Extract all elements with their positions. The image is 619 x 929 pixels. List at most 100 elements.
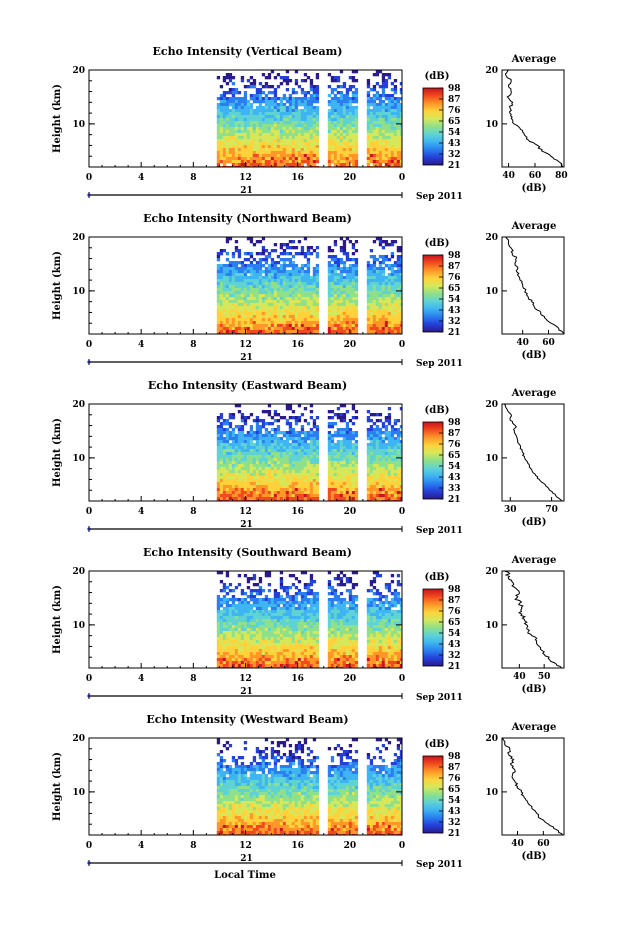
heatmap-cell	[387, 461, 392, 465]
heatmap-cell	[234, 273, 239, 277]
heatmap-cell	[240, 449, 245, 453]
heatmap-cell	[342, 461, 347, 465]
average-frame	[501, 236, 565, 335]
heatmap-cell	[390, 500, 395, 501]
heatmap-cell	[306, 285, 311, 289]
heatmap-cell	[273, 324, 278, 328]
heatmap-cell	[384, 109, 389, 113]
heatmap-cell	[390, 264, 395, 268]
heatmap-cell	[309, 88, 314, 92]
heatmap-cell	[267, 488, 272, 492]
heatmap-cell	[399, 261, 402, 265]
heatmap-cell	[369, 103, 374, 107]
heatmap-cell	[216, 258, 221, 262]
heatmap-cell	[351, 112, 356, 116]
heatmap-cell	[237, 255, 242, 259]
heatmap-cell	[270, 479, 275, 483]
heatmap-cell	[384, 449, 389, 453]
heatmap-cell	[222, 79, 227, 83]
heatmap-cell	[315, 154, 320, 158]
heatmap-cell	[273, 479, 278, 483]
heatmap-cell	[288, 500, 293, 501]
heatmap-cell	[294, 485, 299, 489]
heatmap-cell	[249, 130, 254, 134]
heatmap-cell	[369, 157, 374, 161]
heatmap-cell	[384, 282, 389, 286]
heatmap-cell	[264, 121, 269, 125]
heatmap-cell	[366, 321, 371, 325]
heatmap-cell	[384, 434, 389, 438]
heatmap-cell	[309, 309, 314, 313]
heatmap-cell	[315, 267, 320, 271]
heatmap-cell	[270, 145, 275, 149]
heatmap-cell	[216, 428, 221, 432]
heatmap-cell	[270, 467, 275, 471]
heatmap-cell	[267, 121, 272, 125]
heatmap-cell	[375, 237, 380, 241]
heatmap-cell	[234, 306, 239, 310]
heatmap-cell	[267, 264, 272, 268]
heatmap-cell	[219, 422, 224, 426]
heatmap-cell	[273, 282, 278, 286]
heatmap-cell	[300, 595, 305, 599]
heatmap-cell	[345, 118, 350, 122]
heatmap-cell	[354, 163, 359, 167]
heatmap-cell	[267, 151, 272, 155]
heatmap-cell	[264, 139, 269, 143]
heatmap-cell	[294, 422, 299, 426]
heatmap-cell	[396, 139, 401, 143]
heatmap-cell	[342, 431, 347, 435]
heatmap-cell	[342, 297, 347, 301]
heatmap-cell	[390, 318, 395, 322]
heatmap-cell	[351, 130, 356, 134]
heatmap-cell	[351, 258, 356, 262]
heatmap-cell	[378, 145, 383, 149]
heatmap-cell	[375, 112, 380, 116]
heatmap-cell	[237, 282, 242, 286]
heatmap-cell	[309, 291, 314, 295]
heatmap-cell	[333, 494, 338, 498]
heatmap-cell	[309, 139, 314, 143]
heatmap-cell	[354, 598, 359, 602]
heatmap-cell	[231, 467, 236, 471]
heatmap-cell	[399, 145, 402, 149]
heatmap-cell	[234, 318, 239, 322]
heatmap-cell	[369, 166, 374, 167]
heatmap-cell	[234, 324, 239, 328]
heatmap-cell	[342, 318, 347, 322]
heatmap-cell	[306, 473, 311, 477]
heatmap-cell	[387, 437, 392, 441]
heatmap-cell	[219, 300, 224, 304]
heatmap-cell	[378, 598, 383, 602]
heatmap-cell	[252, 154, 257, 158]
heatmap-cell	[234, 279, 239, 283]
heatmap-cell	[399, 491, 402, 495]
heatmap-cell	[399, 500, 402, 501]
heatmap-cell	[333, 76, 338, 80]
heatmap-cell	[381, 88, 386, 92]
heatmap-cell	[366, 112, 371, 116]
heatmap-cell	[246, 148, 251, 152]
heatmap-cell	[216, 109, 221, 113]
heatmap-cell	[240, 333, 245, 334]
heatmap-cell	[345, 130, 350, 134]
heatmap-cell	[333, 97, 338, 101]
heatmap-cell	[288, 127, 293, 131]
heatmap-cell	[300, 148, 305, 152]
heatmap-cell	[273, 288, 278, 292]
heatmap-cell	[312, 458, 317, 462]
heatmap-cell	[300, 425, 305, 429]
heatmap-cell	[390, 446, 395, 450]
heatmap-cell	[336, 157, 341, 161]
heatmap-cell	[393, 100, 398, 104]
heatmap-cell	[270, 315, 275, 319]
heatmap-cell	[246, 139, 251, 143]
heatmap-cell	[387, 94, 392, 98]
heatmap-cell	[303, 482, 308, 486]
heatmap-cell	[342, 494, 347, 498]
heatmap-cell	[327, 306, 332, 310]
heatmap-cell	[345, 431, 350, 435]
heatmap-cell	[366, 297, 371, 301]
heatmap-cell	[387, 279, 392, 283]
heatmap-cell	[234, 449, 239, 453]
